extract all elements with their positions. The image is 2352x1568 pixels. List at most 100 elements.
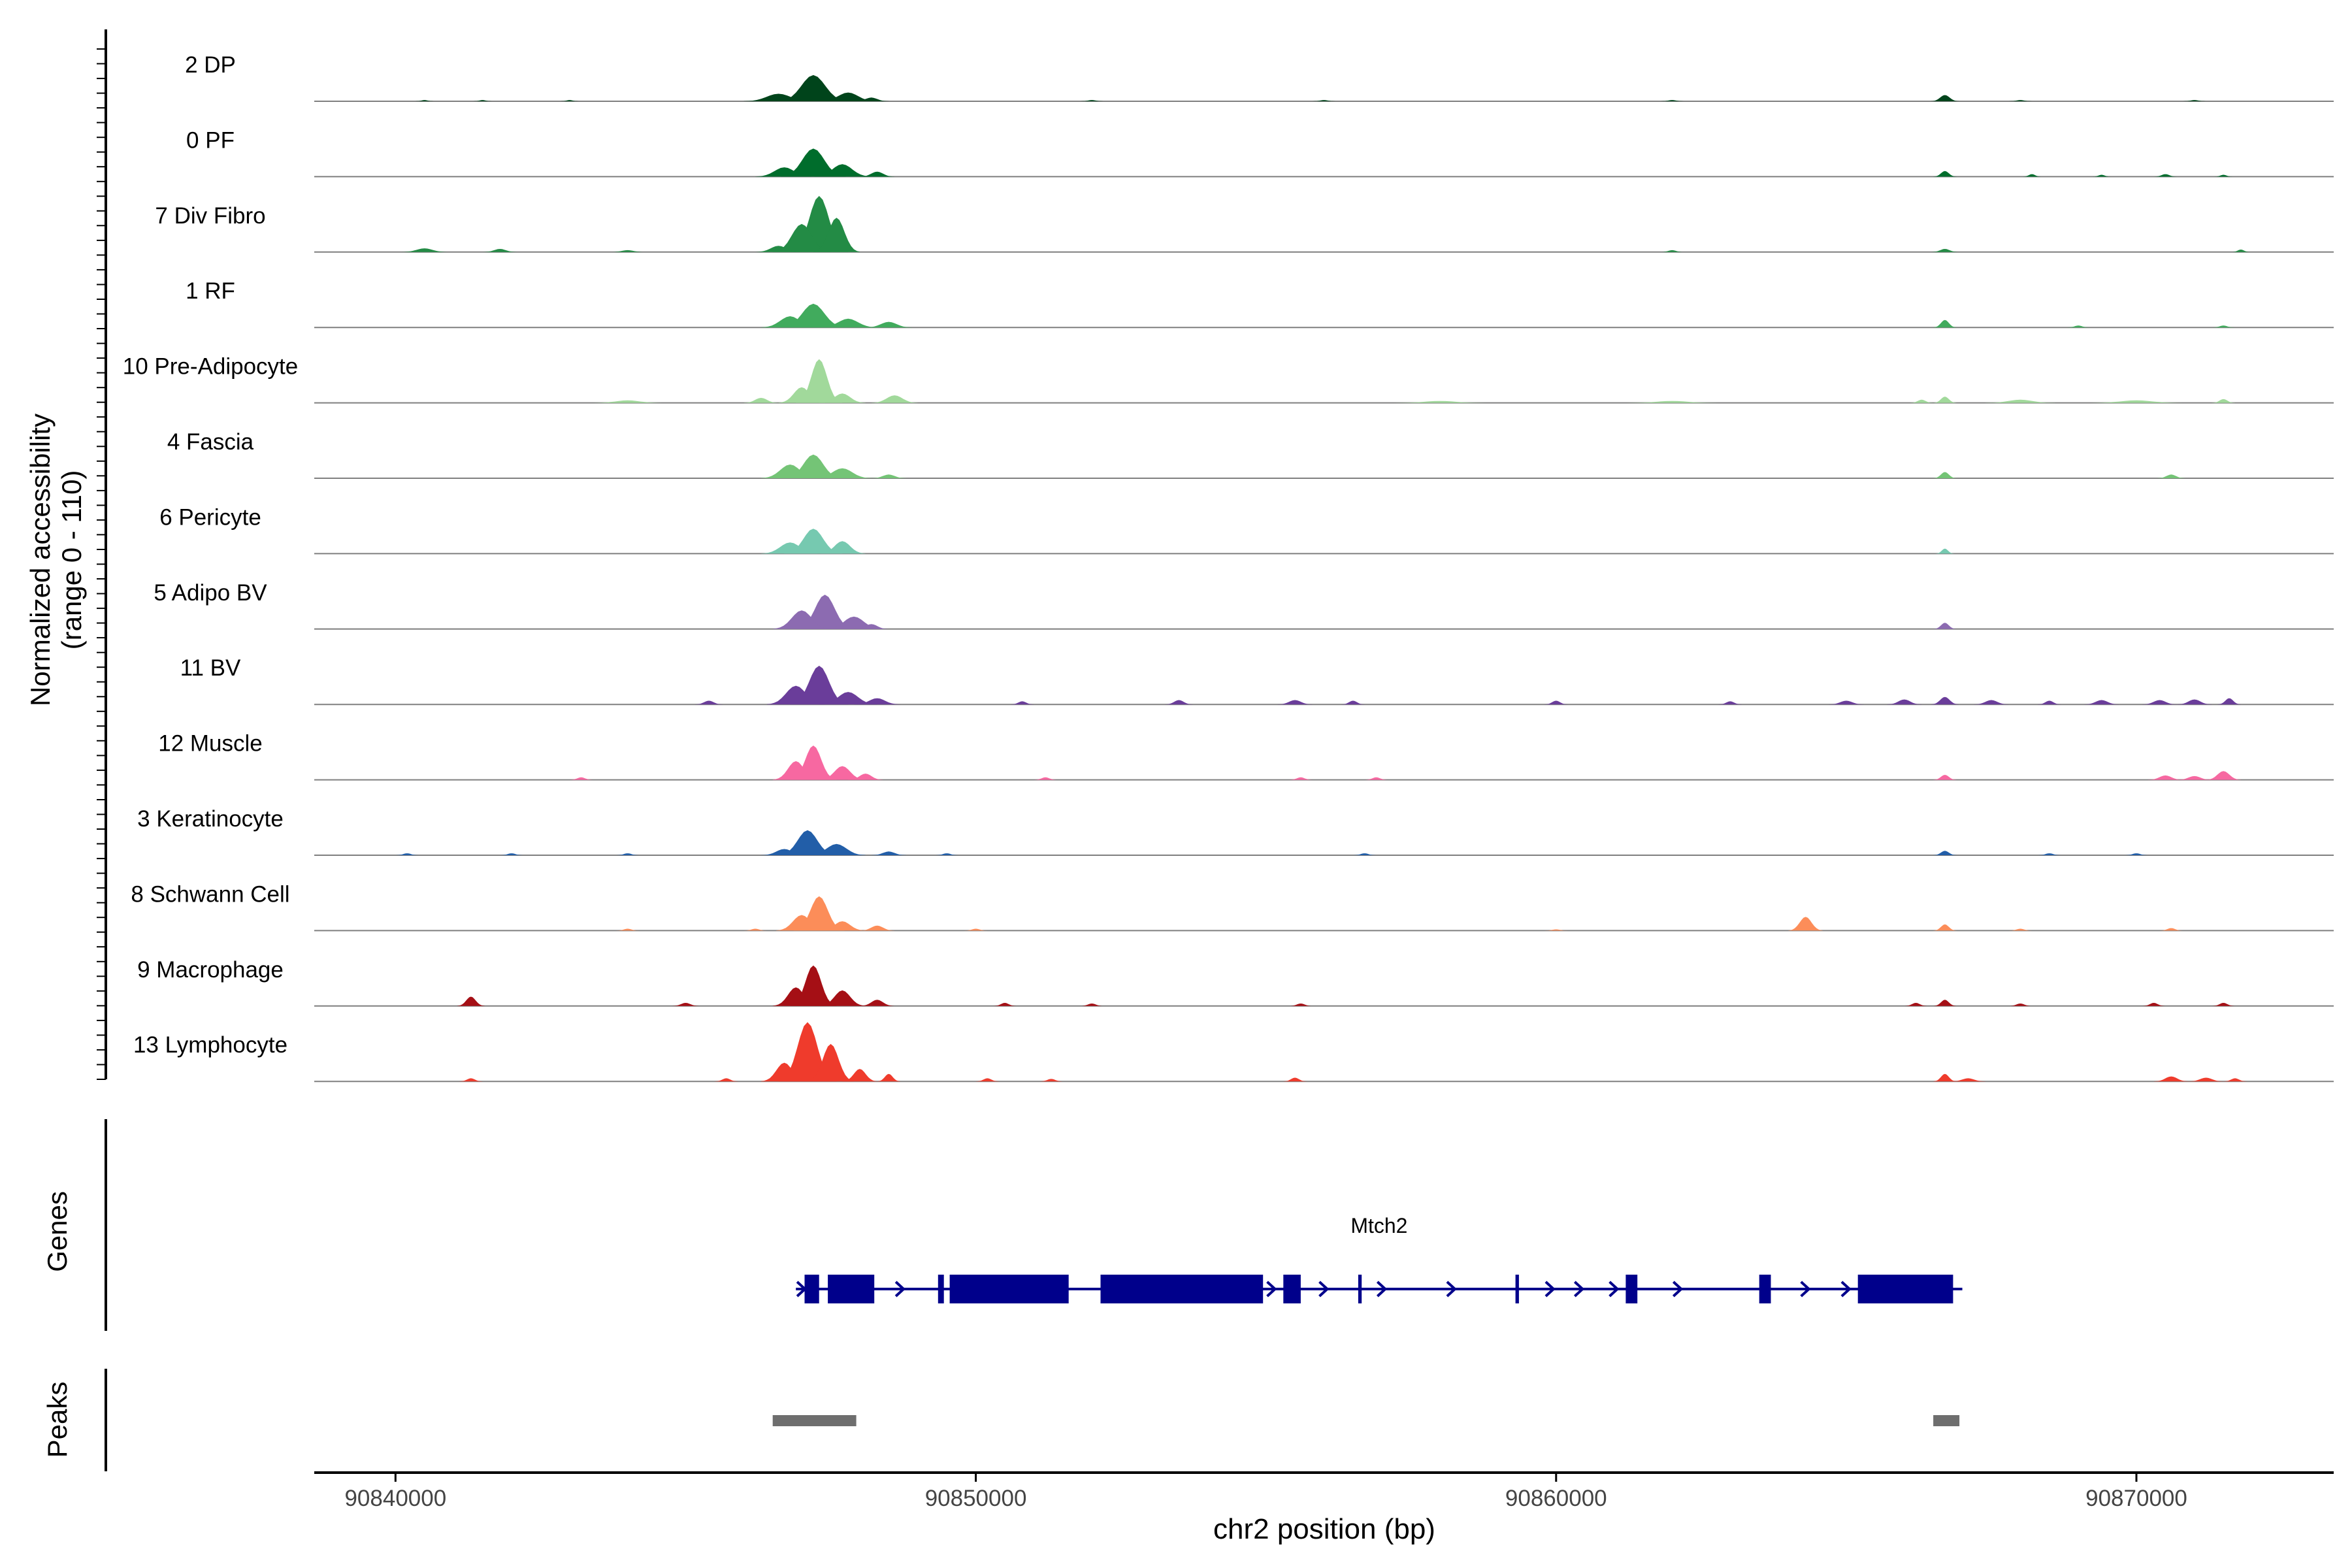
coverage-peak (1933, 924, 1957, 931)
gene-exon (1100, 1275, 1264, 1303)
coverage-peak (2022, 174, 2042, 177)
coverage-peak (871, 851, 906, 855)
x-axis-tick-label: 90840000 (344, 1486, 446, 1511)
gene-exon (1625, 1275, 1638, 1303)
track-label: 12 Muscle (158, 731, 263, 757)
coverage-peak (2125, 853, 2148, 855)
strand-arrow (1544, 1281, 1556, 1298)
coverage-peak (760, 316, 819, 328)
coverage-peak (1277, 700, 1313, 705)
coverage-peak (1933, 1000, 1957, 1006)
coverage-peak (2084, 700, 2119, 705)
coverage-peak (781, 148, 846, 177)
coverage-peak (694, 700, 723, 705)
coverage-peak (760, 1062, 808, 1082)
coverage-peak (2183, 100, 2206, 101)
coverage-peak (2212, 325, 2235, 328)
coverage-peak (760, 542, 819, 554)
coverage-peak (854, 97, 889, 101)
coverage-peak (813, 164, 872, 177)
peak-region (772, 1415, 857, 1426)
coverage-peak (935, 853, 958, 855)
coverage-peak (2008, 100, 2033, 101)
x-axis-tick-label: 90860000 (1505, 1486, 1607, 1511)
coverage-peak (2153, 1076, 2189, 1082)
peak-track (772, 1415, 1960, 1426)
coverage-peak (2212, 399, 2235, 403)
track-12: 8 Schwann Cell (131, 881, 2334, 932)
coverage-peak (842, 1069, 877, 1082)
track-8: 5 Adipo BV (154, 580, 2334, 630)
coverage-peak (871, 474, 906, 478)
coverage-peak (859, 171, 895, 177)
coverage-peak (772, 610, 831, 629)
track-6: 4 Fascia (167, 429, 2334, 479)
coverage-peak (2148, 775, 2183, 780)
coverage-peak (615, 928, 640, 931)
coverage-peak (2038, 700, 2061, 705)
strand-arrow (1318, 1281, 1330, 1298)
track-label: 3 Keratinocyte (137, 806, 284, 832)
coverage-tracks: 2 DP 0 PF 7 Div Fibro 1 RF 10 Pre-Adipocyte 4… (123, 52, 2334, 1083)
coverage-peak (755, 167, 813, 177)
coverage-peak (776, 915, 828, 931)
coverage-peak (808, 1043, 854, 1082)
coverage-peak (819, 393, 866, 403)
coverage-peak (1010, 701, 1034, 705)
coverage-peak (1364, 777, 1388, 780)
coverage-peak (1933, 775, 1957, 780)
coverage-peak (975, 1078, 1000, 1082)
coverage-peak (760, 465, 819, 478)
track-label: 7 Div Fibro (155, 203, 265, 229)
gene-track: Mtch2 (796, 1214, 1963, 1303)
y-axis-label-line2: (range 0 - 110) (56, 470, 87, 650)
coverage-peak (569, 777, 593, 780)
coverage-peak (778, 74, 849, 101)
gene-name-label: Mtch2 (1350, 1214, 1407, 1237)
gene-exon (1857, 1275, 1953, 1303)
strand-arrow (1800, 1281, 1811, 1298)
coverage-peak (2217, 698, 2241, 705)
coverage-peak (2157, 474, 2185, 478)
coverage-peak (1950, 1078, 1986, 1082)
coverage-peak (1165, 700, 1193, 705)
gene-exon (938, 1275, 944, 1303)
coverage-peak (819, 692, 877, 705)
coverage-peak (2206, 771, 2241, 780)
coverage-peak (2038, 853, 2061, 855)
coverage-peak (1352, 853, 1377, 855)
coverage-peak (808, 843, 866, 855)
coverage-peak (473, 100, 492, 101)
coverage-peak (854, 624, 889, 629)
track-label: 2 DP (185, 52, 236, 78)
coverage-peak (1933, 1073, 1957, 1082)
coverage-peak (1910, 399, 1934, 403)
track-9: 11 BV (180, 655, 2334, 706)
coverage-peak (871, 395, 918, 403)
strand-arrow (1376, 1281, 1388, 1298)
coverage-peak (1394, 400, 1487, 403)
coverage-peak (1289, 777, 1313, 780)
gene-exon (949, 1275, 1069, 1303)
coverage-peak (593, 400, 662, 403)
coverage-peak (813, 468, 872, 478)
coverage-peak (2177, 776, 2212, 780)
coverage-peak (401, 248, 448, 252)
coverage-peak (1935, 548, 1955, 554)
coverage-peak (2223, 1078, 2247, 1082)
strand-arrow (894, 1281, 906, 1298)
coverage-peak (877, 1073, 901, 1082)
coverage-peak (819, 318, 877, 328)
track-14: 13 Lymphocyte (133, 1022, 2334, 1083)
track-label: 8 Schwann Cell (131, 881, 289, 907)
coverage-peak (2066, 325, 2090, 328)
coverage-peak (1974, 700, 2009, 705)
coverage-peak (2008, 1004, 2033, 1006)
coverage-peak (560, 100, 579, 101)
coverage-peak (672, 1003, 700, 1006)
coverage-peak (2214, 174, 2233, 177)
genes-label: Genes (42, 1191, 73, 1272)
coverage-peak (1931, 249, 1959, 252)
coverage-peak (1625, 400, 1719, 403)
